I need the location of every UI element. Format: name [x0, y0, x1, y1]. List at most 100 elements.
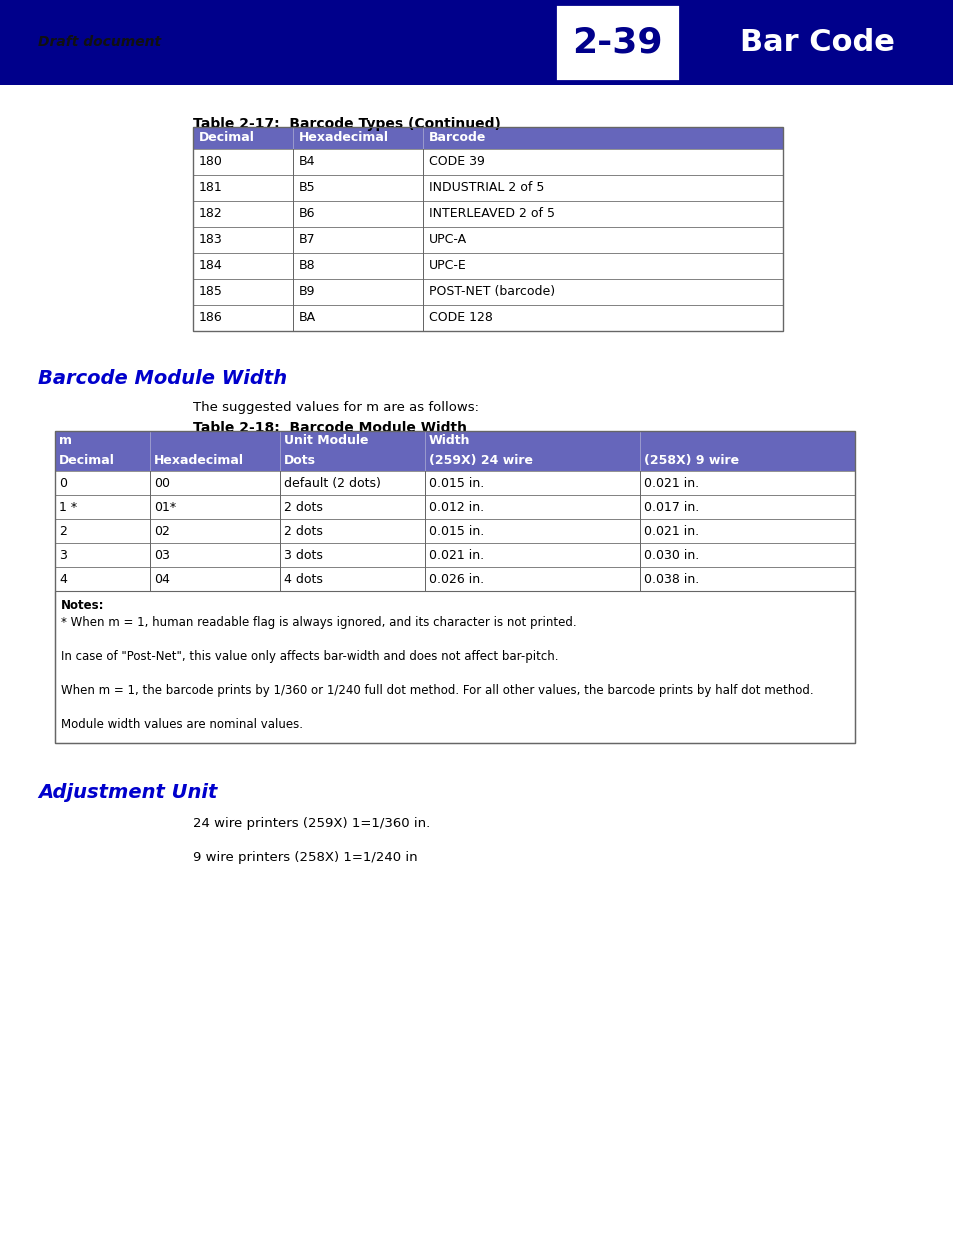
Bar — [293, 149, 294, 175]
Bar — [55, 567, 854, 592]
Text: 0.017 in.: 0.017 in. — [643, 501, 699, 514]
Bar — [639, 471, 640, 495]
Bar — [424, 495, 426, 519]
Text: 184: 184 — [199, 259, 222, 272]
Bar — [422, 227, 423, 253]
Bar — [280, 471, 281, 495]
Bar — [293, 127, 294, 149]
Text: 0.038 in.: 0.038 in. — [643, 573, 699, 585]
Bar — [193, 127, 782, 331]
Bar — [55, 431, 854, 451]
Bar — [280, 431, 281, 471]
Text: 0.021 in.: 0.021 in. — [643, 477, 699, 490]
Text: UPC-E: UPC-E — [429, 259, 466, 272]
Text: The suggested values for m are as follows:: The suggested values for m are as follow… — [193, 401, 478, 414]
Text: 0.026 in.: 0.026 in. — [429, 573, 483, 585]
Text: Table 2-18:  Barcode Module Width: Table 2-18: Barcode Module Width — [193, 421, 467, 435]
Text: 0.012 in.: 0.012 in. — [429, 501, 483, 514]
Text: 181: 181 — [199, 182, 222, 194]
Text: Adjustment Unit: Adjustment Unit — [38, 783, 217, 802]
Bar — [193, 201, 782, 227]
Text: 2 dots: 2 dots — [284, 525, 322, 538]
Text: 01*: 01* — [153, 501, 176, 514]
Bar — [55, 471, 854, 495]
Bar — [280, 495, 281, 519]
Bar — [293, 253, 294, 279]
Bar — [150, 519, 151, 543]
Text: 3: 3 — [59, 550, 67, 562]
Text: When m = 1, the barcode prints by 1/360 or 1/240 full dot method. For all other : When m = 1, the barcode prints by 1/360 … — [61, 684, 813, 697]
Bar — [193, 175, 782, 201]
Text: 4: 4 — [59, 573, 67, 585]
Text: 3 dots: 3 dots — [284, 550, 322, 562]
Text: B4: B4 — [298, 156, 315, 168]
Text: CODE 128: CODE 128 — [429, 311, 493, 324]
Text: 0.015 in.: 0.015 in. — [429, 525, 484, 538]
Bar — [293, 175, 294, 201]
Text: Draft document: Draft document — [38, 36, 161, 49]
Bar — [150, 431, 151, 471]
Text: Decimal: Decimal — [59, 454, 114, 467]
Bar — [193, 253, 782, 279]
Bar — [193, 227, 782, 253]
Bar — [422, 149, 423, 175]
Bar — [293, 201, 294, 227]
Text: B9: B9 — [298, 285, 315, 298]
Text: INDUSTRIAL 2 of 5: INDUSTRIAL 2 of 5 — [429, 182, 544, 194]
Bar — [555, 4, 679, 82]
Bar — [422, 279, 423, 305]
Bar — [424, 567, 426, 592]
Text: * When m = 1, human readable flag is always ignored, and its character is not pr: * When m = 1, human readable flag is alw… — [61, 616, 576, 629]
Bar — [150, 471, 151, 495]
Text: 02: 02 — [153, 525, 170, 538]
Bar — [293, 305, 294, 331]
Text: 2: 2 — [59, 525, 67, 538]
Bar — [424, 519, 426, 543]
Text: m: m — [59, 433, 71, 447]
Bar — [280, 431, 281, 451]
Text: 03: 03 — [153, 550, 170, 562]
Text: 0.030 in.: 0.030 in. — [643, 550, 699, 562]
Bar — [424, 431, 426, 451]
Bar — [424, 543, 426, 567]
Bar — [193, 305, 782, 331]
Text: 9 wire printers (258X) 1=1/240 in: 9 wire printers (258X) 1=1/240 in — [193, 851, 417, 864]
Bar — [55, 451, 854, 471]
Bar — [422, 175, 423, 201]
Text: UPC-A: UPC-A — [429, 233, 467, 246]
Bar — [639, 431, 640, 471]
Bar — [193, 279, 782, 305]
Bar — [150, 495, 151, 519]
Text: 0.015 in.: 0.015 in. — [429, 477, 484, 490]
Text: 182: 182 — [199, 207, 222, 220]
Text: B7: B7 — [298, 233, 315, 246]
Bar — [424, 471, 426, 495]
Bar — [639, 519, 640, 543]
Bar — [193, 149, 782, 175]
Bar — [55, 592, 854, 743]
Text: Decimal: Decimal — [199, 131, 254, 144]
Text: Bar Code: Bar Code — [739, 28, 894, 57]
Bar — [639, 495, 640, 519]
Text: Barcode Module Width: Barcode Module Width — [38, 369, 287, 388]
Text: 2-39: 2-39 — [572, 26, 662, 59]
Bar — [0, 0, 953, 85]
Bar — [150, 543, 151, 567]
Bar — [280, 519, 281, 543]
Text: Unit Module: Unit Module — [284, 433, 368, 447]
Bar — [422, 201, 423, 227]
Text: 04: 04 — [153, 573, 170, 585]
Bar — [424, 431, 426, 471]
Text: Barcode: Barcode — [429, 131, 486, 144]
Text: 24 wire printers (259X) 1=1/360 in.: 24 wire printers (259X) 1=1/360 in. — [193, 818, 430, 830]
Text: Notes:: Notes: — [61, 599, 105, 613]
Bar — [422, 127, 423, 149]
Text: 00: 00 — [153, 477, 170, 490]
Bar — [293, 227, 294, 253]
Text: CODE 39: CODE 39 — [429, 156, 484, 168]
Bar — [639, 567, 640, 592]
Text: 1 *: 1 * — [59, 501, 77, 514]
Text: POST-NET (barcode): POST-NET (barcode) — [429, 285, 555, 298]
Bar — [422, 305, 423, 331]
Text: 183: 183 — [199, 233, 222, 246]
